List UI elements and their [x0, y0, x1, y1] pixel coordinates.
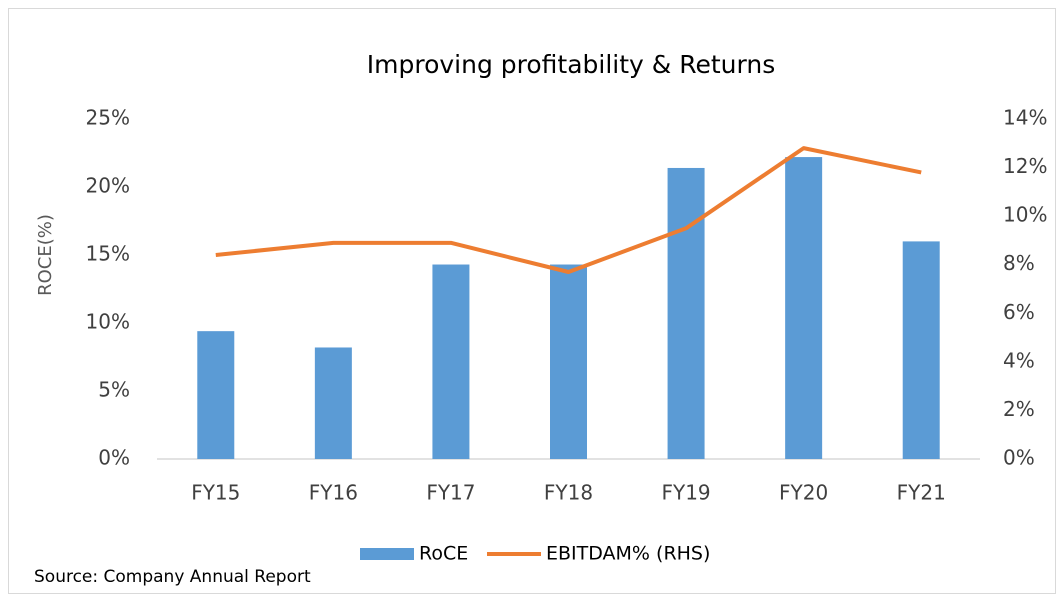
bar — [667, 167, 705, 459]
source-note: Source: Company Annual Report — [34, 567, 311, 587]
x-tick-label: FY15 — [191, 481, 240, 505]
chart-title: Improving profitability & Returns — [367, 50, 775, 79]
y2-tick-label: 14% — [1003, 106, 1047, 130]
y2-tick-label: 0% — [1003, 446, 1035, 470]
y-tick-label: 10% — [86, 310, 130, 334]
legend-label: EBITDAM% (RHS) — [546, 543, 710, 565]
bar — [785, 157, 823, 459]
y2-tick-label: 6% — [1003, 300, 1035, 324]
bar — [314, 347, 352, 459]
x-tick-label: FY17 — [426, 481, 475, 505]
y-tick-label: 20% — [86, 174, 130, 198]
line — [215, 146, 922, 274]
bar — [550, 264, 587, 459]
y-tick-label: 15% — [86, 242, 130, 266]
x-tick-label: FY21 — [897, 481, 946, 505]
y-tick-label: 0% — [98, 446, 130, 470]
legend-label: RoCE — [419, 543, 468, 565]
legend-swatch — [360, 548, 414, 560]
y2-tick-label: 8% — [1003, 251, 1035, 275]
y2-tick-label: 10% — [1003, 203, 1047, 227]
y-tick-label: 5% — [98, 378, 130, 402]
chart-frame — [8, 8, 1056, 594]
bar — [432, 264, 470, 459]
x-tick-label: FY18 — [544, 481, 593, 505]
y2-tick-label: 12% — [1003, 154, 1047, 178]
bar — [902, 241, 940, 459]
y2-tick-label: 4% — [1003, 348, 1035, 372]
y-tick-label: 25% — [86, 106, 130, 130]
x-tick-label: FY16 — [309, 481, 358, 505]
bar — [197, 331, 235, 459]
y2-tick-label: 2% — [1003, 397, 1035, 421]
y-axis-label: ROCE(%) — [35, 214, 56, 296]
x-tick-label: FY19 — [661, 481, 710, 505]
x-tick-label: FY20 — [779, 481, 828, 505]
